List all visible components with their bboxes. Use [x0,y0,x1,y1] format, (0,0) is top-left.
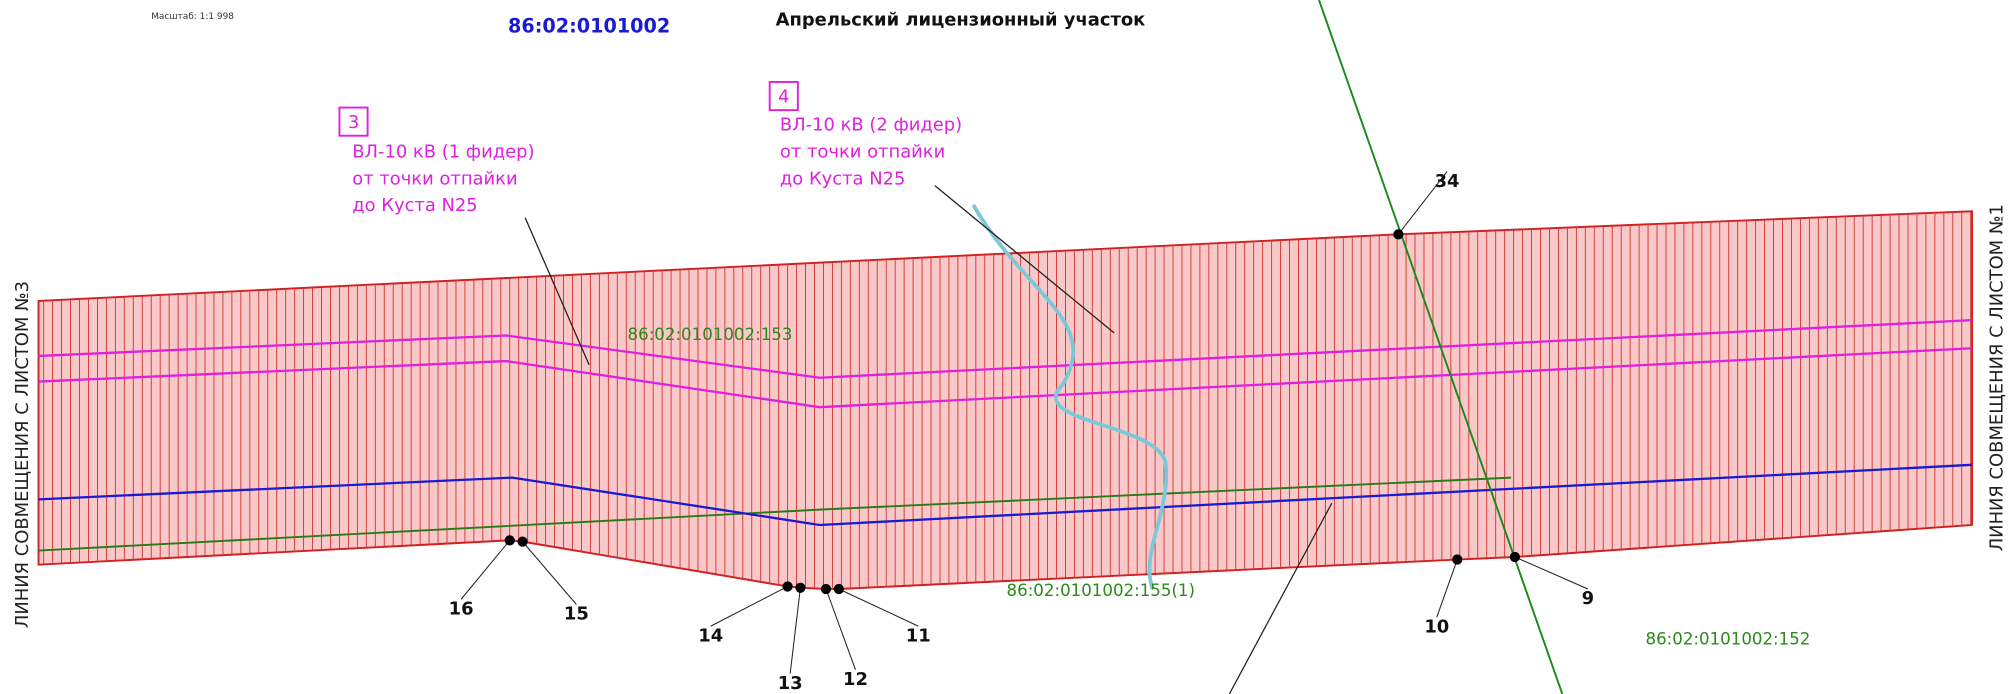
point-label: 11 [906,625,931,646]
point-leader [523,542,577,605]
scale: Масштаб: 1:1 998 [151,12,234,22]
title: Апрельский лицензионный участок [776,9,1146,30]
point-leader [790,588,800,674]
district-code: 86:02:0101002 [508,14,670,37]
point-label: 9 [1582,588,1594,609]
point-leader [461,540,510,599]
parcel-label: 86:02:0101002:153 [628,325,793,344]
callout-line: ВЛ-10 кВ (1 фидер) [352,141,534,162]
point-label: 34 [1435,171,1460,192]
callout-line: до Куста N25 [780,168,905,189]
callout-line: ВЛ-10 кВ (2 фидер) [780,114,962,135]
sheet-link: ЛИНИЯ СОВМЕЩЕНИЯ С ЛИСТОМ №3 [12,281,33,628]
callout-line: от точки отпайки [352,168,517,189]
parcel-label: 86:02:0101002:155(1) [1007,581,1195,600]
point-marker [782,581,792,591]
map: Масштаб: 1:1 998 86:02:0101002 Апрельски… [0,0,2008,694]
point-label: 15 [564,604,589,625]
point-marker [517,537,527,547]
point-label: 13 [778,673,803,694]
point-marker [795,583,805,593]
point-marker [1393,229,1403,239]
point-leader [711,586,788,626]
callout-line: до Куста N25 [352,195,477,216]
point-marker [821,584,831,594]
callout-number: 4 [778,86,789,107]
point-leader [1515,557,1588,589]
parcel-label: 86:02:0101002:152 [1646,630,1811,649]
point-marker [1510,552,1520,562]
point-label: 14 [698,625,723,646]
point-leader [826,589,855,670]
point-leader [839,589,918,626]
point-label: 12 [843,669,868,690]
point-marker [834,584,844,594]
sheet-link: ЛИНИЯ СОВМЕЩЕНИЯ С ЛИСТОМ №1 [1987,204,2008,551]
point-marker [505,535,515,545]
callout-number: 3 [348,112,359,133]
point-label: 16 [449,598,474,619]
point-marker [1452,554,1462,564]
point-leader [1437,560,1457,618]
callout-line: от точки отпайки [780,141,945,162]
right-of-way-band [39,211,1972,589]
point-label: 10 [1424,616,1449,637]
